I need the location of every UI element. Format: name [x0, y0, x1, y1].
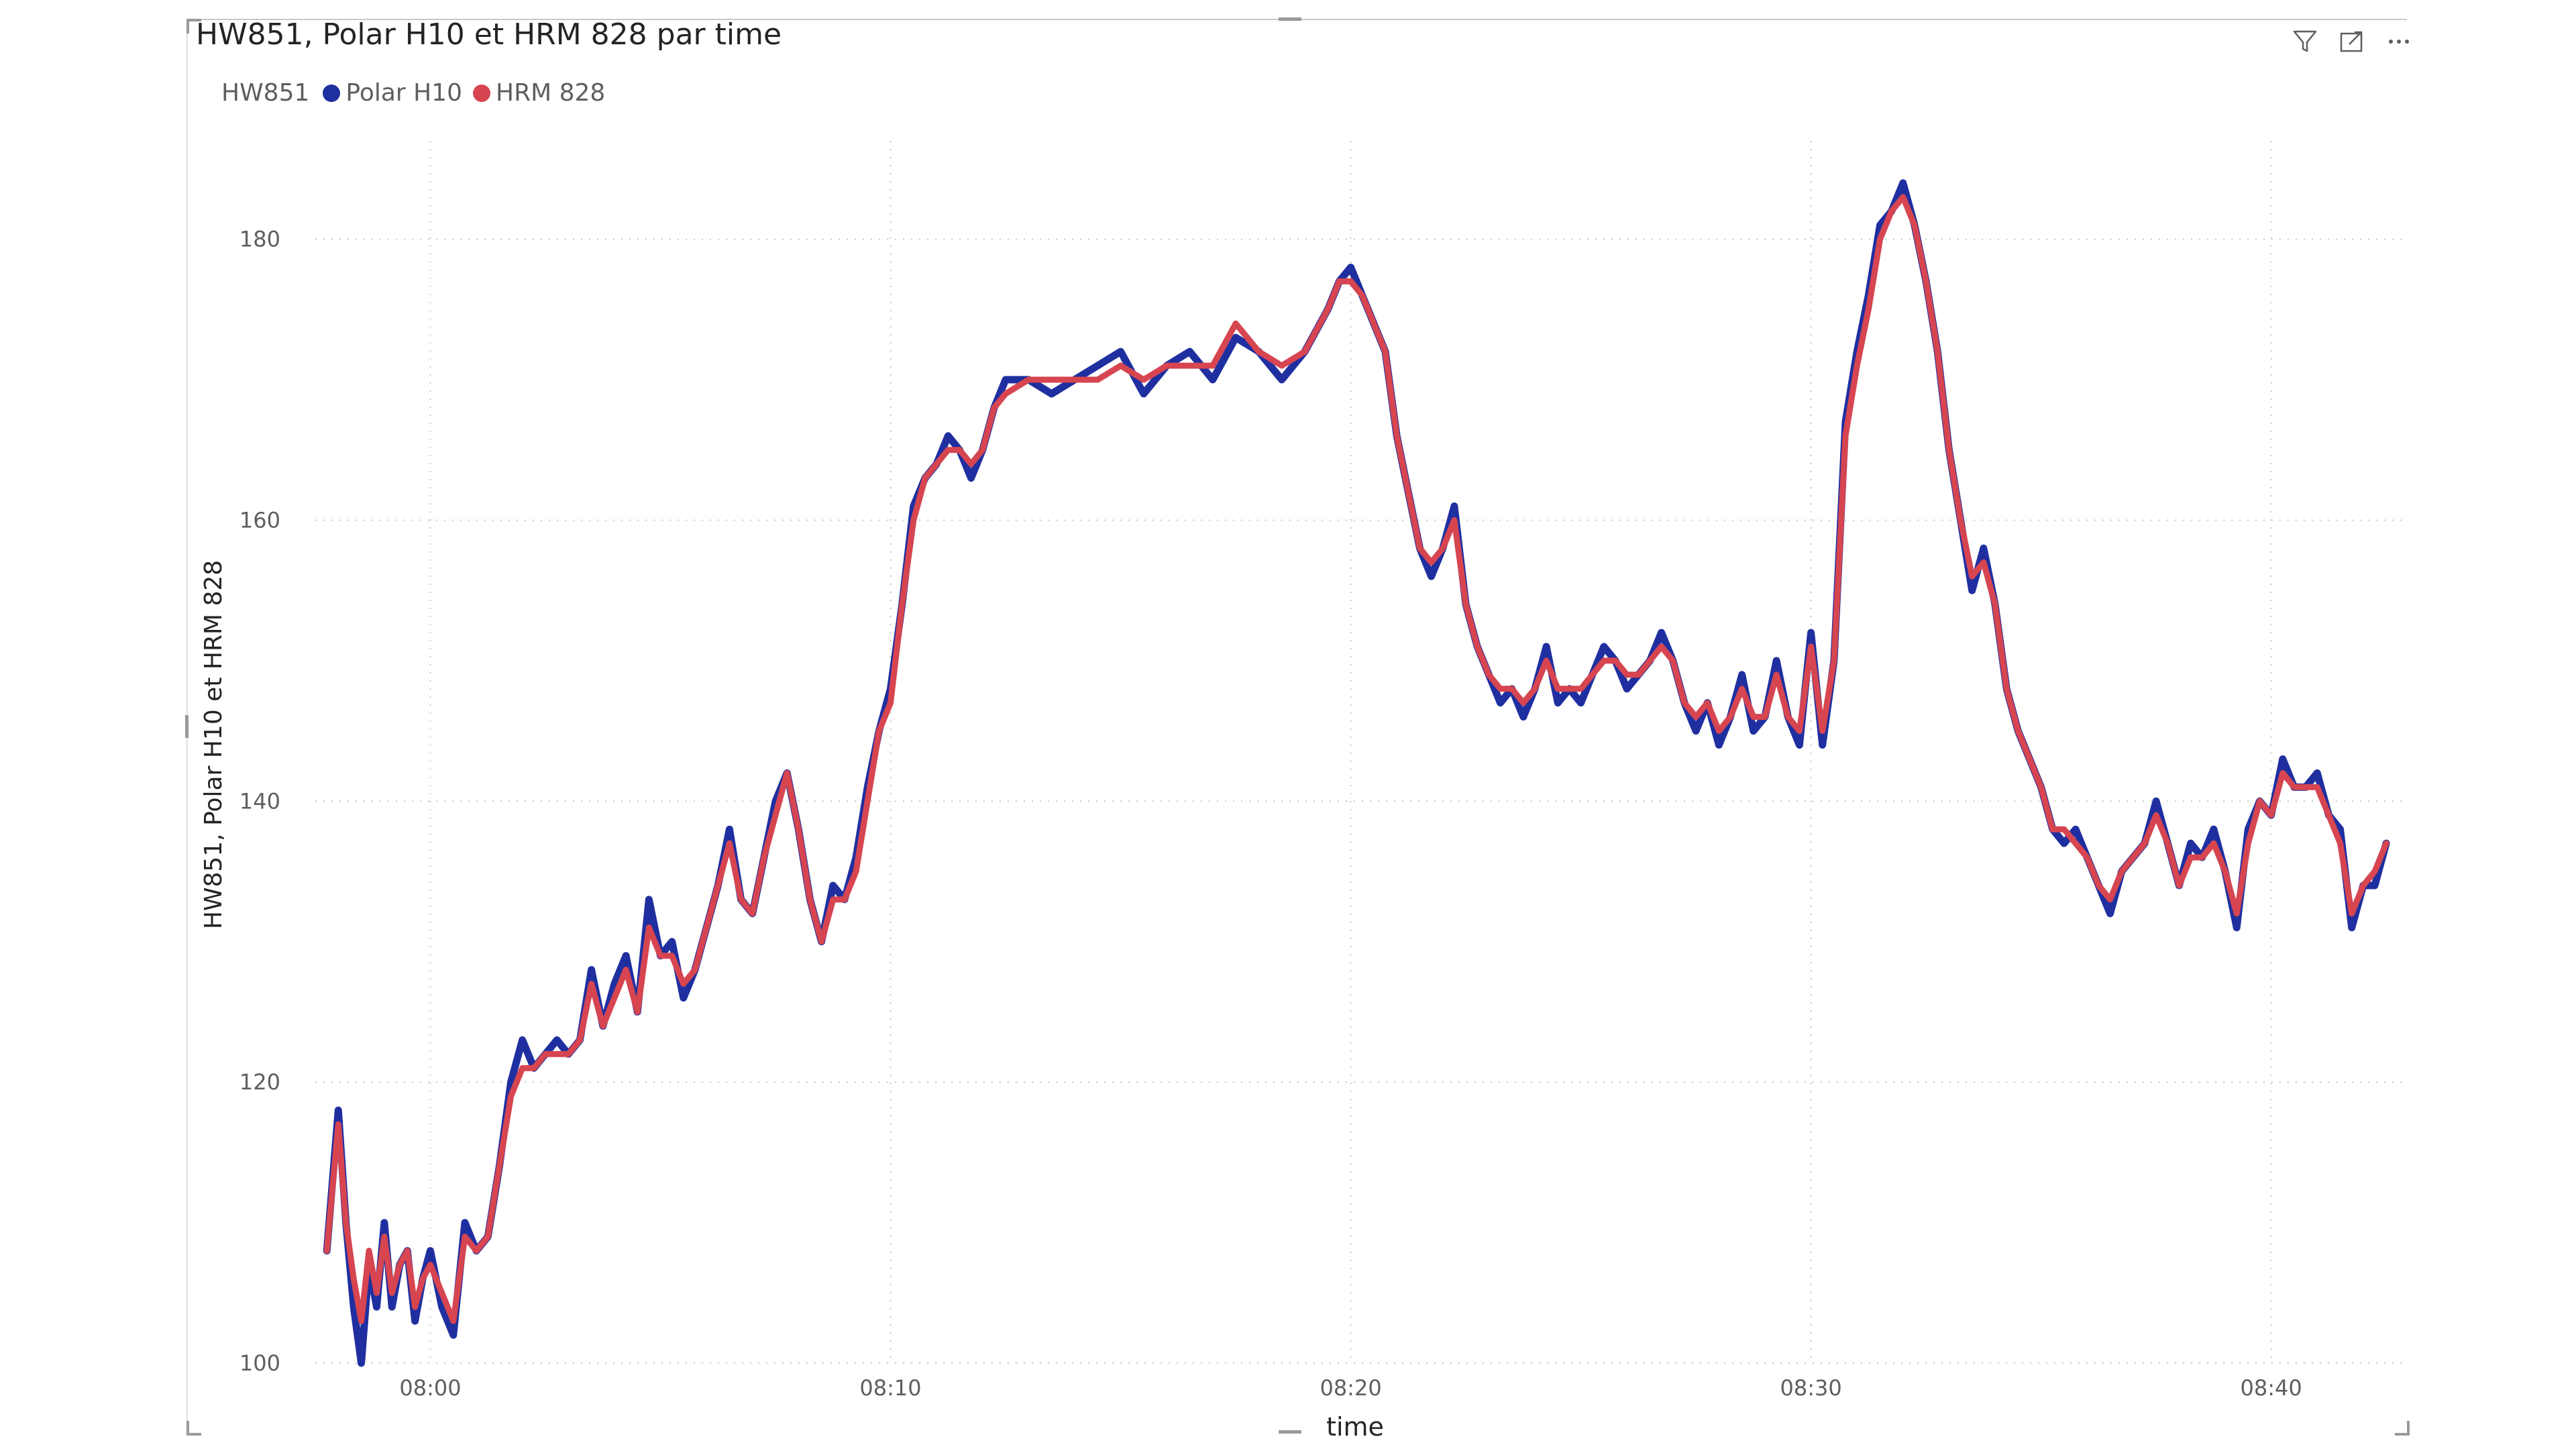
resize-corner-bottom-right[interactable]	[2395, 1421, 2410, 1436]
filter-icon[interactable]	[2289, 25, 2321, 58]
resize-handle-left[interactable]	[185, 715, 189, 738]
legend-title: HW851	[221, 79, 310, 107]
y-tick-label: 180	[239, 227, 280, 252]
y-axis-title: HW851, Polar H10 et HRM 828	[200, 560, 227, 929]
x-axis: 08:00 08:10 08:20 08:30 08:40	[399, 1375, 2302, 1401]
resize-handle-bottom[interactable]	[1279, 1430, 1301, 1434]
x-tick-label: 08:10	[859, 1375, 921, 1401]
x-axis-title: time	[1326, 1412, 1384, 1442]
legend-dot-polar-h10	[323, 84, 341, 102]
y-axis: 100 120 140 160 180	[239, 227, 280, 1376]
x-tick-label: 08:30	[1780, 1375, 1841, 1401]
grid-lines	[315, 141, 2402, 1364]
legend: HW851 Polar H10 HRM 828	[221, 79, 616, 107]
focus-mode-icon[interactable]	[2336, 25, 2368, 58]
legend-label-hrm-828: HRM 828	[496, 79, 606, 107]
x-tick-label: 08:20	[1320, 1375, 1381, 1401]
x-tick-label: 08:40	[2241, 1375, 2302, 1401]
y-tick-label: 120	[239, 1069, 280, 1095]
visual-header-toolbar	[2274, 25, 2415, 58]
y-tick-label: 140	[239, 788, 280, 814]
legend-label-polar-h10: Polar H10	[345, 79, 463, 107]
more-options-icon[interactable]	[2383, 25, 2415, 58]
resize-corner-top-left[interactable]	[186, 19, 201, 34]
legend-dot-hrm-828	[473, 84, 491, 102]
resize-corner-bottom-left[interactable]	[186, 1421, 201, 1436]
y-tick-label: 160	[239, 507, 280, 533]
x-tick-label: 08:00	[399, 1375, 461, 1401]
series-lines	[323, 179, 2390, 1367]
legend-item-polar-h10[interactable]: Polar H10	[323, 79, 462, 107]
chart-title: HW851, Polar H10 et HRM 828 par time	[196, 17, 782, 52]
resize-handle-top[interactable]	[1279, 17, 1301, 21]
series-line-polar-h10[interactable]	[323, 179, 2390, 1367]
legend-item-hrm-828[interactable]: HRM 828	[473, 79, 605, 107]
y-tick-label: 100	[239, 1350, 280, 1376]
series-line-hrm-828[interactable]	[323, 194, 2390, 1324]
